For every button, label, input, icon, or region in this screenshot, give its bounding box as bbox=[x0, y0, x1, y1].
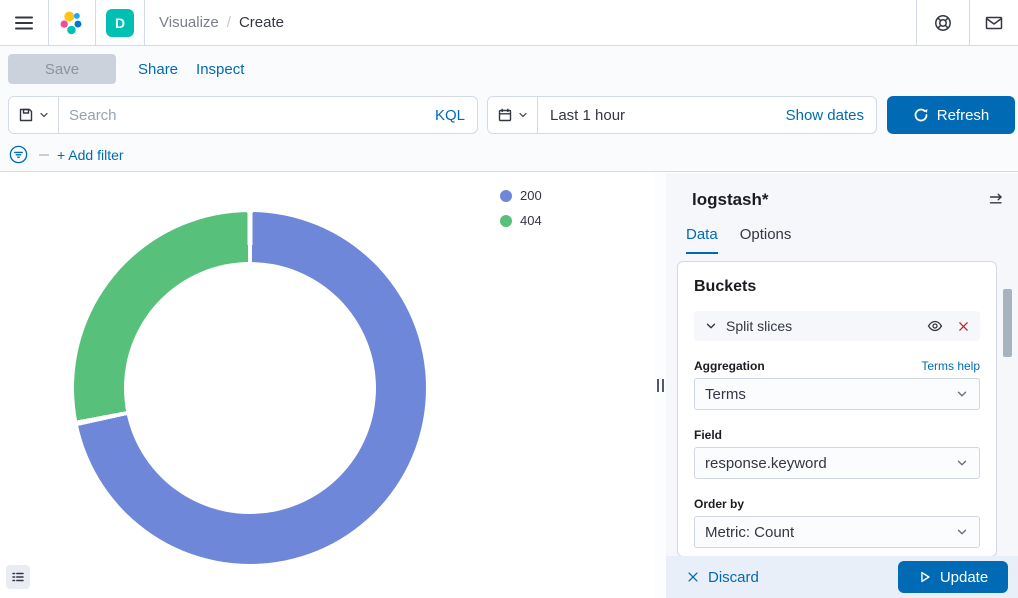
search-bar-group: KQL bbox=[8, 96, 478, 134]
save-query-icon bbox=[19, 108, 32, 122]
share-button[interactable]: Share bbox=[138, 60, 179, 78]
date-quick-menu-button[interactable] bbox=[488, 97, 538, 133]
field-header: Field bbox=[694, 428, 980, 442]
envelope-icon bbox=[985, 16, 1003, 29]
add-filter-button[interactable]: + Add filter bbox=[57, 146, 124, 163]
query-language-button[interactable]: KQL bbox=[434, 106, 465, 124]
breadcrumb-separator: / bbox=[226, 14, 231, 31]
time-range-value[interactable]: Last 1 hour bbox=[550, 106, 626, 124]
tab-options[interactable]: Options bbox=[739, 226, 792, 243]
saved-query-menu-button[interactable] bbox=[9, 97, 59, 133]
elastic-logo[interactable] bbox=[49, 0, 95, 45]
date-picker-group: Last 1 hour Show dates bbox=[487, 96, 877, 134]
header-divider bbox=[144, 0, 145, 45]
discard-label: Discard bbox=[708, 568, 759, 586]
legend-item-200[interactable]: 200 bbox=[500, 188, 542, 203]
breadcrumb: Visualize / Create bbox=[145, 0, 916, 45]
legend-label: 404 bbox=[520, 213, 542, 228]
editor-footer: Discard Update bbox=[666, 556, 1018, 598]
chevron-down-icon bbox=[955, 387, 969, 401]
legend-toggle-button[interactable] bbox=[6, 565, 30, 589]
order-by-value: Metric: Count bbox=[705, 523, 795, 541]
editor-tabs: Data Options bbox=[686, 226, 1018, 254]
order-by-select[interactable]: Metric: Count bbox=[694, 516, 980, 548]
aggregation-label: Aggregation bbox=[694, 359, 765, 373]
resizer-grip-icon bbox=[656, 379, 664, 392]
menu-right-icon bbox=[989, 193, 1002, 204]
show-dates-button[interactable]: Show dates bbox=[785, 106, 864, 124]
list-icon bbox=[12, 572, 24, 582]
buckets-card: Buckets Split slices bbox=[677, 261, 997, 557]
field-select[interactable]: response.keyword bbox=[694, 447, 980, 479]
filter-bar: + Add filter bbox=[0, 138, 1018, 172]
breadcrumb-visualize[interactable]: Visualize bbox=[159, 14, 219, 31]
hamburger-menu-button[interactable] bbox=[0, 0, 48, 45]
header-divider bbox=[969, 0, 970, 45]
update-label: Update bbox=[939, 568, 989, 586]
field-value: response.keyword bbox=[705, 454, 827, 472]
discard-button[interactable]: Discard bbox=[686, 569, 759, 586]
terms-help-link[interactable]: Terms help bbox=[921, 359, 980, 373]
header-divider bbox=[95, 0, 96, 45]
search-input[interactable] bbox=[59, 97, 435, 133]
deployment-badge-wrap: D bbox=[96, 0, 144, 45]
remove-bucket-icon[interactable] bbox=[957, 320, 970, 333]
elastic-logo-icon bbox=[60, 11, 82, 34]
filter-menu-icon[interactable] bbox=[8, 144, 29, 165]
panel-scrollbar-thumb[interactable] bbox=[1003, 289, 1012, 357]
header-divider bbox=[48, 0, 49, 45]
legend-swatch bbox=[500, 189, 512, 202]
chevron-down-icon bbox=[955, 525, 969, 539]
filter-divider bbox=[39, 153, 49, 156]
save-button[interactable]: Save bbox=[8, 54, 116, 84]
chart-legend: 200 404 bbox=[500, 188, 542, 228]
help-lifebuoy-icon bbox=[935, 14, 951, 31]
refresh-label: Refresh bbox=[936, 106, 990, 124]
chevron-down-icon[interactable] bbox=[704, 319, 718, 333]
aggregation-header: Aggregation Terms help bbox=[694, 359, 980, 373]
aggregation-value: Terms bbox=[705, 385, 746, 403]
donut-hole bbox=[124, 262, 376, 514]
split-slices-row[interactable]: Split slices bbox=[694, 311, 980, 341]
visualize-toolbar: Save Share Inspect bbox=[0, 46, 1018, 92]
bucket-type-label: Split slices bbox=[726, 318, 793, 334]
legend-item-404[interactable]: 404 bbox=[500, 213, 542, 228]
field-label: Field bbox=[694, 428, 723, 442]
newsfeed-button[interactable] bbox=[970, 0, 1018, 45]
chevron-down-icon bbox=[955, 456, 969, 470]
chevron-down-icon bbox=[518, 112, 527, 118]
toggle-visibility-eye-icon[interactable] bbox=[927, 318, 943, 334]
chevron-down-icon bbox=[39, 112, 48, 118]
index-pattern-title: logstash* bbox=[692, 190, 769, 209]
play-icon bbox=[921, 571, 930, 583]
update-button[interactable]: Update bbox=[898, 561, 1008, 593]
tab-data[interactable]: Data bbox=[686, 226, 718, 254]
legend-swatch bbox=[500, 214, 512, 227]
visualization-canvas: 200 404 bbox=[0, 173, 654, 598]
visualization-editor-panel: logstash* Data Options Buckets bbox=[666, 173, 1018, 598]
inspect-button[interactable]: Inspect bbox=[196, 60, 245, 78]
order-by-label: Order by bbox=[694, 497, 745, 511]
refresh-button[interactable]: Refresh bbox=[887, 96, 1015, 134]
order-by-header: Order by bbox=[694, 497, 980, 511]
hamburger-icon bbox=[15, 16, 33, 29]
aggregation-select[interactable]: Terms bbox=[694, 378, 980, 410]
buckets-heading: Buckets bbox=[694, 278, 757, 295]
app-header: D Visualize / Create bbox=[0, 0, 1018, 46]
panel-header: logstash* bbox=[666, 173, 1018, 210]
calendar-icon bbox=[498, 108, 511, 122]
query-bar: KQL Last 1 hour Show dates bbox=[0, 92, 1018, 138]
donut-chart[interactable] bbox=[74, 212, 426, 564]
breadcrumb-create: Create bbox=[238, 14, 284, 31]
close-icon bbox=[688, 572, 698, 582]
refresh-icon bbox=[914, 108, 928, 122]
header-divider bbox=[916, 0, 917, 45]
deployment-badge[interactable]: D bbox=[106, 8, 134, 37]
legend-label: 200 bbox=[520, 188, 542, 203]
collapse-panel-button[interactable] bbox=[988, 192, 1004, 208]
help-button[interactable] bbox=[917, 0, 969, 45]
panel-resizer-handle[interactable] bbox=[654, 173, 666, 598]
